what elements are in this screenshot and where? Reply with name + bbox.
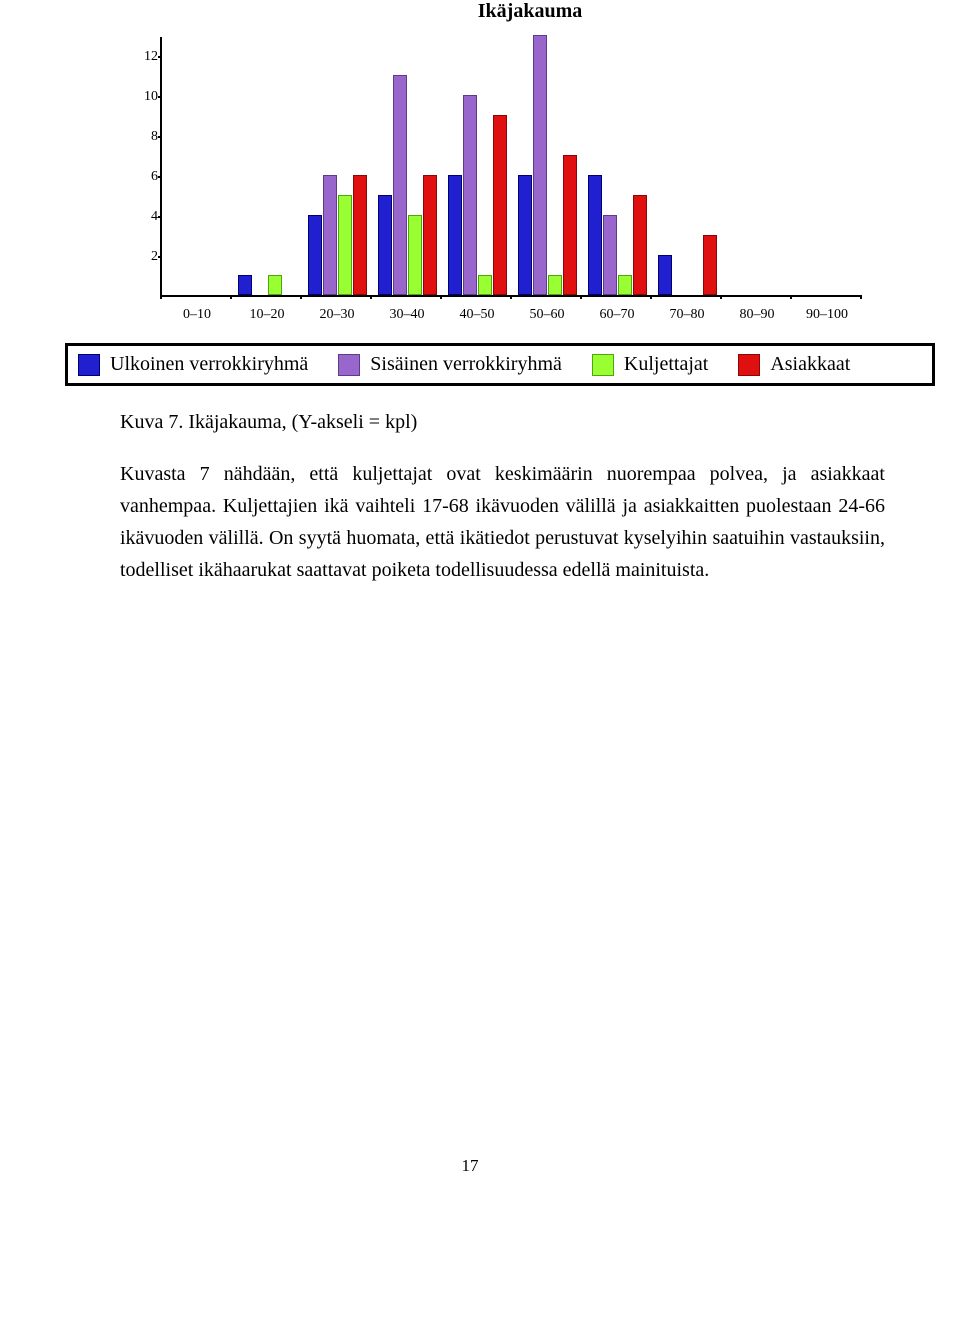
bar-asi	[633, 195, 647, 295]
bar-ulk	[658, 255, 672, 295]
y-tick-label: 6	[132, 169, 158, 185]
y-tick-mark	[158, 56, 162, 58]
y-tick-mark	[158, 216, 162, 218]
legend-item-kul: Kuljettajat	[592, 353, 708, 376]
legend-label: Sisäinen verrokkiryhmä	[370, 353, 562, 376]
legend-label: Kuljettajat	[624, 353, 708, 376]
age-distribution-chart: 2 4 6 8 10 12 0–10 10–20 20–30 30–40 40–50 50–60 60–…	[120, 27, 880, 337]
bar-ulk	[238, 275, 252, 295]
bar-kul	[478, 275, 492, 295]
legend-swatch	[78, 354, 100, 376]
y-tick-mark	[158, 136, 162, 138]
legend-swatch	[592, 354, 614, 376]
chart-container: Ikäjakauma 2 4 6 8 10 12 0–10 10–20 20–30 30–40 40…	[120, 0, 940, 337]
legend-swatch	[338, 354, 360, 376]
bar-kul	[338, 195, 352, 295]
legend-item-asi: Asiakkaat	[738, 353, 850, 376]
bar-asi	[353, 175, 367, 295]
plot-area: 246810120–1010–2020–3030–4040–5050–6060–…	[160, 37, 860, 297]
bar-asi	[493, 115, 507, 295]
bar-kul	[408, 215, 422, 295]
y-tick-mark	[158, 176, 162, 178]
bar-sis	[603, 215, 617, 295]
chart-legend: Ulkoinen verrokkiryhmä Sisäinen verrokkir…	[65, 343, 935, 386]
x-tick-label: 70–80	[670, 307, 705, 323]
bar-kul	[268, 275, 282, 295]
x-tick-label: 60–70	[600, 307, 635, 323]
x-tick-mark	[650, 295, 652, 299]
x-tick-mark	[720, 295, 722, 299]
bar-sis	[533, 35, 547, 295]
x-tick-label: 20–30	[320, 307, 355, 323]
body-text: Kuva 7. Ikäjakauma, (Y-akseli = kpl) Kuv…	[120, 406, 885, 586]
bar-ulk	[448, 175, 462, 295]
y-tick-mark	[158, 96, 162, 98]
bar-asi	[423, 175, 437, 295]
x-tick-mark	[230, 295, 232, 299]
paragraph: Kuvasta 7 nähdään, että kuljettajat ovat…	[120, 458, 885, 586]
legend-label: Asiakkaat	[770, 353, 850, 376]
bar-kul	[548, 275, 562, 295]
bar-sis	[323, 175, 337, 295]
x-tick-mark	[160, 295, 162, 299]
x-tick-mark	[790, 295, 792, 299]
x-tick-label: 40–50	[460, 307, 495, 323]
page-number: 17	[0, 1156, 940, 1176]
bar-asi	[703, 235, 717, 295]
x-tick-mark	[510, 295, 512, 299]
bar-ulk	[378, 195, 392, 295]
bar-asi	[563, 155, 577, 295]
x-tick-mark	[580, 295, 582, 299]
x-tick-label: 30–40	[390, 307, 425, 323]
legend-swatch	[738, 354, 760, 376]
document-page: Ikäjakauma 2 4 6 8 10 12 0–10 10–20 20–30 30–40 40…	[0, 0, 960, 1176]
legend-item-sis: Sisäinen verrokkiryhmä	[338, 353, 562, 376]
x-tick-mark	[300, 295, 302, 299]
legend-item-ulk: Ulkoinen verrokkiryhmä	[78, 353, 308, 376]
bar-sis	[393, 75, 407, 295]
y-tick-label: 8	[132, 129, 158, 145]
chart-title: Ikäjakauma	[120, 0, 940, 23]
y-tick-label: 2	[132, 249, 158, 265]
y-tick-mark	[158, 256, 162, 258]
x-tick-label: 80–90	[740, 307, 775, 323]
x-tick-label: 50–60	[530, 307, 565, 323]
bar-ulk	[518, 175, 532, 295]
x-tick-label: 90–100	[806, 307, 848, 323]
y-tick-label: 12	[132, 49, 158, 65]
bar-ulk	[308, 215, 322, 295]
bar-ulk	[588, 175, 602, 295]
y-tick-label: 10	[132, 89, 158, 105]
legend-label: Ulkoinen verrokkiryhmä	[110, 353, 308, 376]
x-tick-mark	[440, 295, 442, 299]
bar-sis	[463, 95, 477, 295]
x-tick-mark	[370, 295, 372, 299]
x-tick-label: 10–20	[250, 307, 285, 323]
y-tick-label: 4	[132, 209, 158, 225]
x-tick-mark	[860, 295, 862, 299]
x-tick-label: 0–10	[183, 307, 211, 323]
figure-caption: Kuva 7. Ikäjakauma, (Y-akseli = kpl)	[120, 406, 885, 438]
bar-kul	[618, 275, 632, 295]
